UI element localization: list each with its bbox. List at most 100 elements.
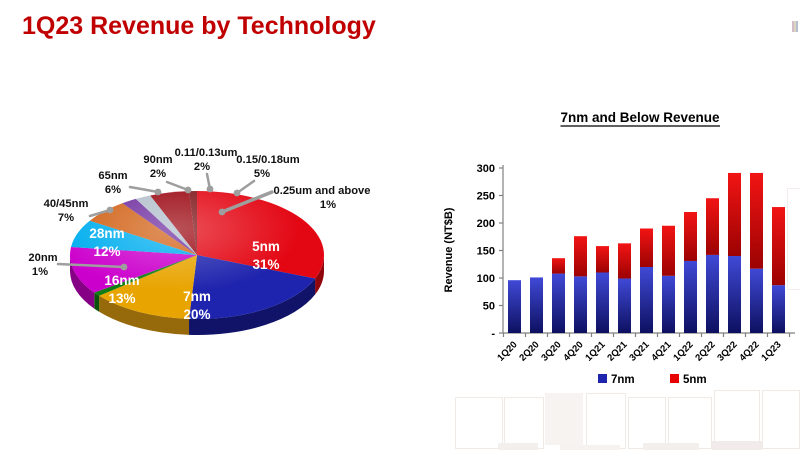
- bar-segment-7nm-1q22: [684, 260, 697, 333]
- bar-segment-7nm-4q21: [662, 275, 675, 333]
- bar-legend: 7nm 5nm: [598, 374, 707, 386]
- bar-segment-5nm-2q21: [618, 243, 631, 279]
- artifact-box: [762, 390, 800, 449]
- pie-label-28nm: 28nm: [89, 226, 124, 241]
- y-tick-label: 50: [483, 301, 495, 313]
- leader-line-90nm: [165, 180, 190, 192]
- bar-segment-7nm-1q21: [596, 272, 609, 333]
- bar-segment-7nm-2q21: [618, 278, 631, 333]
- artifact-box: [560, 445, 620, 450]
- leader-dot-90nm: [184, 186, 192, 194]
- bar-segment-7nm-3q21: [640, 267, 653, 333]
- legend-label-5nm: 5nm: [683, 374, 707, 386]
- y-tick-label: 150: [477, 246, 495, 258]
- y-tick-label: -: [491, 328, 495, 340]
- leader-dot-40-45nm: [106, 206, 114, 214]
- pie-value-5nm: 31%: [252, 257, 279, 272]
- x-tick-label-4q21: 4Q21: [649, 339, 674, 364]
- pie-label-16nm: 16nm: [104, 273, 139, 288]
- pie-value-16nm: 13%: [108, 291, 135, 306]
- artifact-box: [668, 397, 712, 449]
- leader-dot-0-11-0-13um: [206, 185, 214, 193]
- x-tick-label-3q22: 3Q22: [715, 339, 739, 363]
- artifact-box: [712, 441, 762, 450]
- bar-segment-7nm-1q20: [508, 280, 521, 333]
- artifact-box: [714, 390, 760, 449]
- y-tick-label: 200: [477, 218, 495, 230]
- pie-wall-20nm: [94, 292, 100, 312]
- pie-sheen-overlay: [70, 191, 324, 319]
- bar-segment-5nm-2q22: [706, 198, 719, 255]
- bar-chart: 7nm and Below Revenue Revenue (NT$B) 300…: [443, 110, 795, 386]
- leader-dot-20nm: [120, 263, 128, 271]
- pie-wall-28nm: [70, 255, 95, 309]
- bar-segment-5nm-3q20: [552, 258, 565, 274]
- pie-wall-5nm: [315, 255, 324, 295]
- legend-swatch-5nm: [670, 374, 679, 383]
- bar-chart-title: 7nm and Below Revenue: [560, 110, 720, 125]
- pie-label-0-25um-and-above: 0.25um and above: [274, 185, 371, 197]
- x-tick-label-3q20: 3Q20: [539, 339, 563, 363]
- bar-segment-5nm-3q22: [728, 172, 741, 256]
- artifact-box: [586, 393, 626, 449]
- legend-label-7nm: 7nm: [611, 374, 635, 386]
- pie-value-28nm: 12%: [93, 244, 120, 259]
- pie-label-20nm: 20nm: [28, 252, 57, 264]
- leader-line-0-25um-and-above: [220, 190, 274, 214]
- bar-segment-5nm-3q21: [640, 228, 653, 267]
- bar-segment-7nm-4q20: [574, 276, 587, 333]
- artifact-box: [643, 443, 699, 450]
- x-tick-label-1q22: 1Q22: [671, 339, 695, 363]
- x-tick-label-4q22: 4Q22: [737, 339, 761, 363]
- logo-fragment: [792, 21, 798, 32]
- pie-value-90nm: 2%: [150, 168, 166, 180]
- x-tick-label-4q20: 4Q20: [561, 339, 585, 363]
- pie-value-40-45nm: 7%: [58, 212, 74, 224]
- y-axis-title: Revenue (NT$B): [443, 207, 455, 292]
- pie-label-5nm: 5nm: [252, 239, 280, 254]
- pie-label-0-15-0-18um: 0.15/0.18um: [236, 154, 299, 166]
- x-tick-label-1q23: 1Q23: [759, 339, 783, 363]
- pie-value-0-11-0-13um: 2%: [194, 161, 210, 173]
- pie-label-90nm: 90nm: [143, 154, 172, 166]
- bar-segment-5nm-1q23: [772, 207, 785, 286]
- leader-dot-0-25um-and-above: [218, 208, 226, 216]
- bar-plot-area: 30025020015010050-1Q202Q203Q204Q201Q212Q…: [477, 163, 795, 364]
- bar-segment-7nm-4q22: [750, 268, 763, 333]
- artifact-box: [545, 393, 583, 445]
- artifact-box: [455, 397, 503, 449]
- artifact-box: [628, 397, 666, 449]
- x-tick-label-2q21: 2Q21: [605, 339, 630, 364]
- legend-swatch-7nm: [598, 374, 607, 383]
- x-tick-label-3q21: 3Q21: [627, 339, 652, 364]
- bar-segment-5nm-4q22: [750, 172, 763, 269]
- leader-line-65nm: [128, 185, 160, 194]
- x-tick-label-2q22: 2Q22: [693, 339, 717, 363]
- pie-label-65nm: 65nm: [98, 170, 127, 182]
- y-tick-label: 300: [477, 163, 495, 175]
- leader-dot-65nm: [154, 188, 162, 196]
- bar-segment-7nm-3q20: [552, 273, 565, 333]
- bar-segment-5nm-1q22: [684, 212, 697, 261]
- bar-segment-7nm-2q22: [706, 254, 719, 333]
- bar-segment-7nm-1q23: [772, 285, 785, 333]
- y-tick-label: 100: [477, 273, 495, 285]
- bar-segment-5nm-4q20: [574, 236, 587, 277]
- pie-wall-16nm: [99, 295, 190, 335]
- pie-value-20nm: 1%: [32, 266, 48, 278]
- leader-line-20nm: [56, 262, 126, 269]
- pie-value-0-15-0-18um: 5%: [254, 168, 270, 180]
- bar-segment-5nm-1q21: [596, 246, 609, 273]
- y-tick-label: 250: [477, 191, 495, 203]
- artifact-box: [498, 443, 538, 450]
- pie-value-0-25um-and-above: 1%: [320, 199, 336, 211]
- bar-segment-7nm-3q22: [728, 256, 741, 333]
- pie-value-7nm: 20%: [183, 307, 210, 322]
- pie-label-0-11-0-13um: 0.11/0.13um: [175, 147, 238, 159]
- pie-wall-7nm: [189, 278, 316, 335]
- bar-segment-5nm-4q21: [662, 225, 675, 276]
- page-title: 1Q23 Revenue by Technology: [22, 12, 376, 40]
- pie-label-7nm: 7nm: [183, 289, 211, 304]
- pie-label-40-45nm: 40/45nm: [44, 198, 89, 210]
- leader-dot-0-15-0-18um: [233, 189, 241, 197]
